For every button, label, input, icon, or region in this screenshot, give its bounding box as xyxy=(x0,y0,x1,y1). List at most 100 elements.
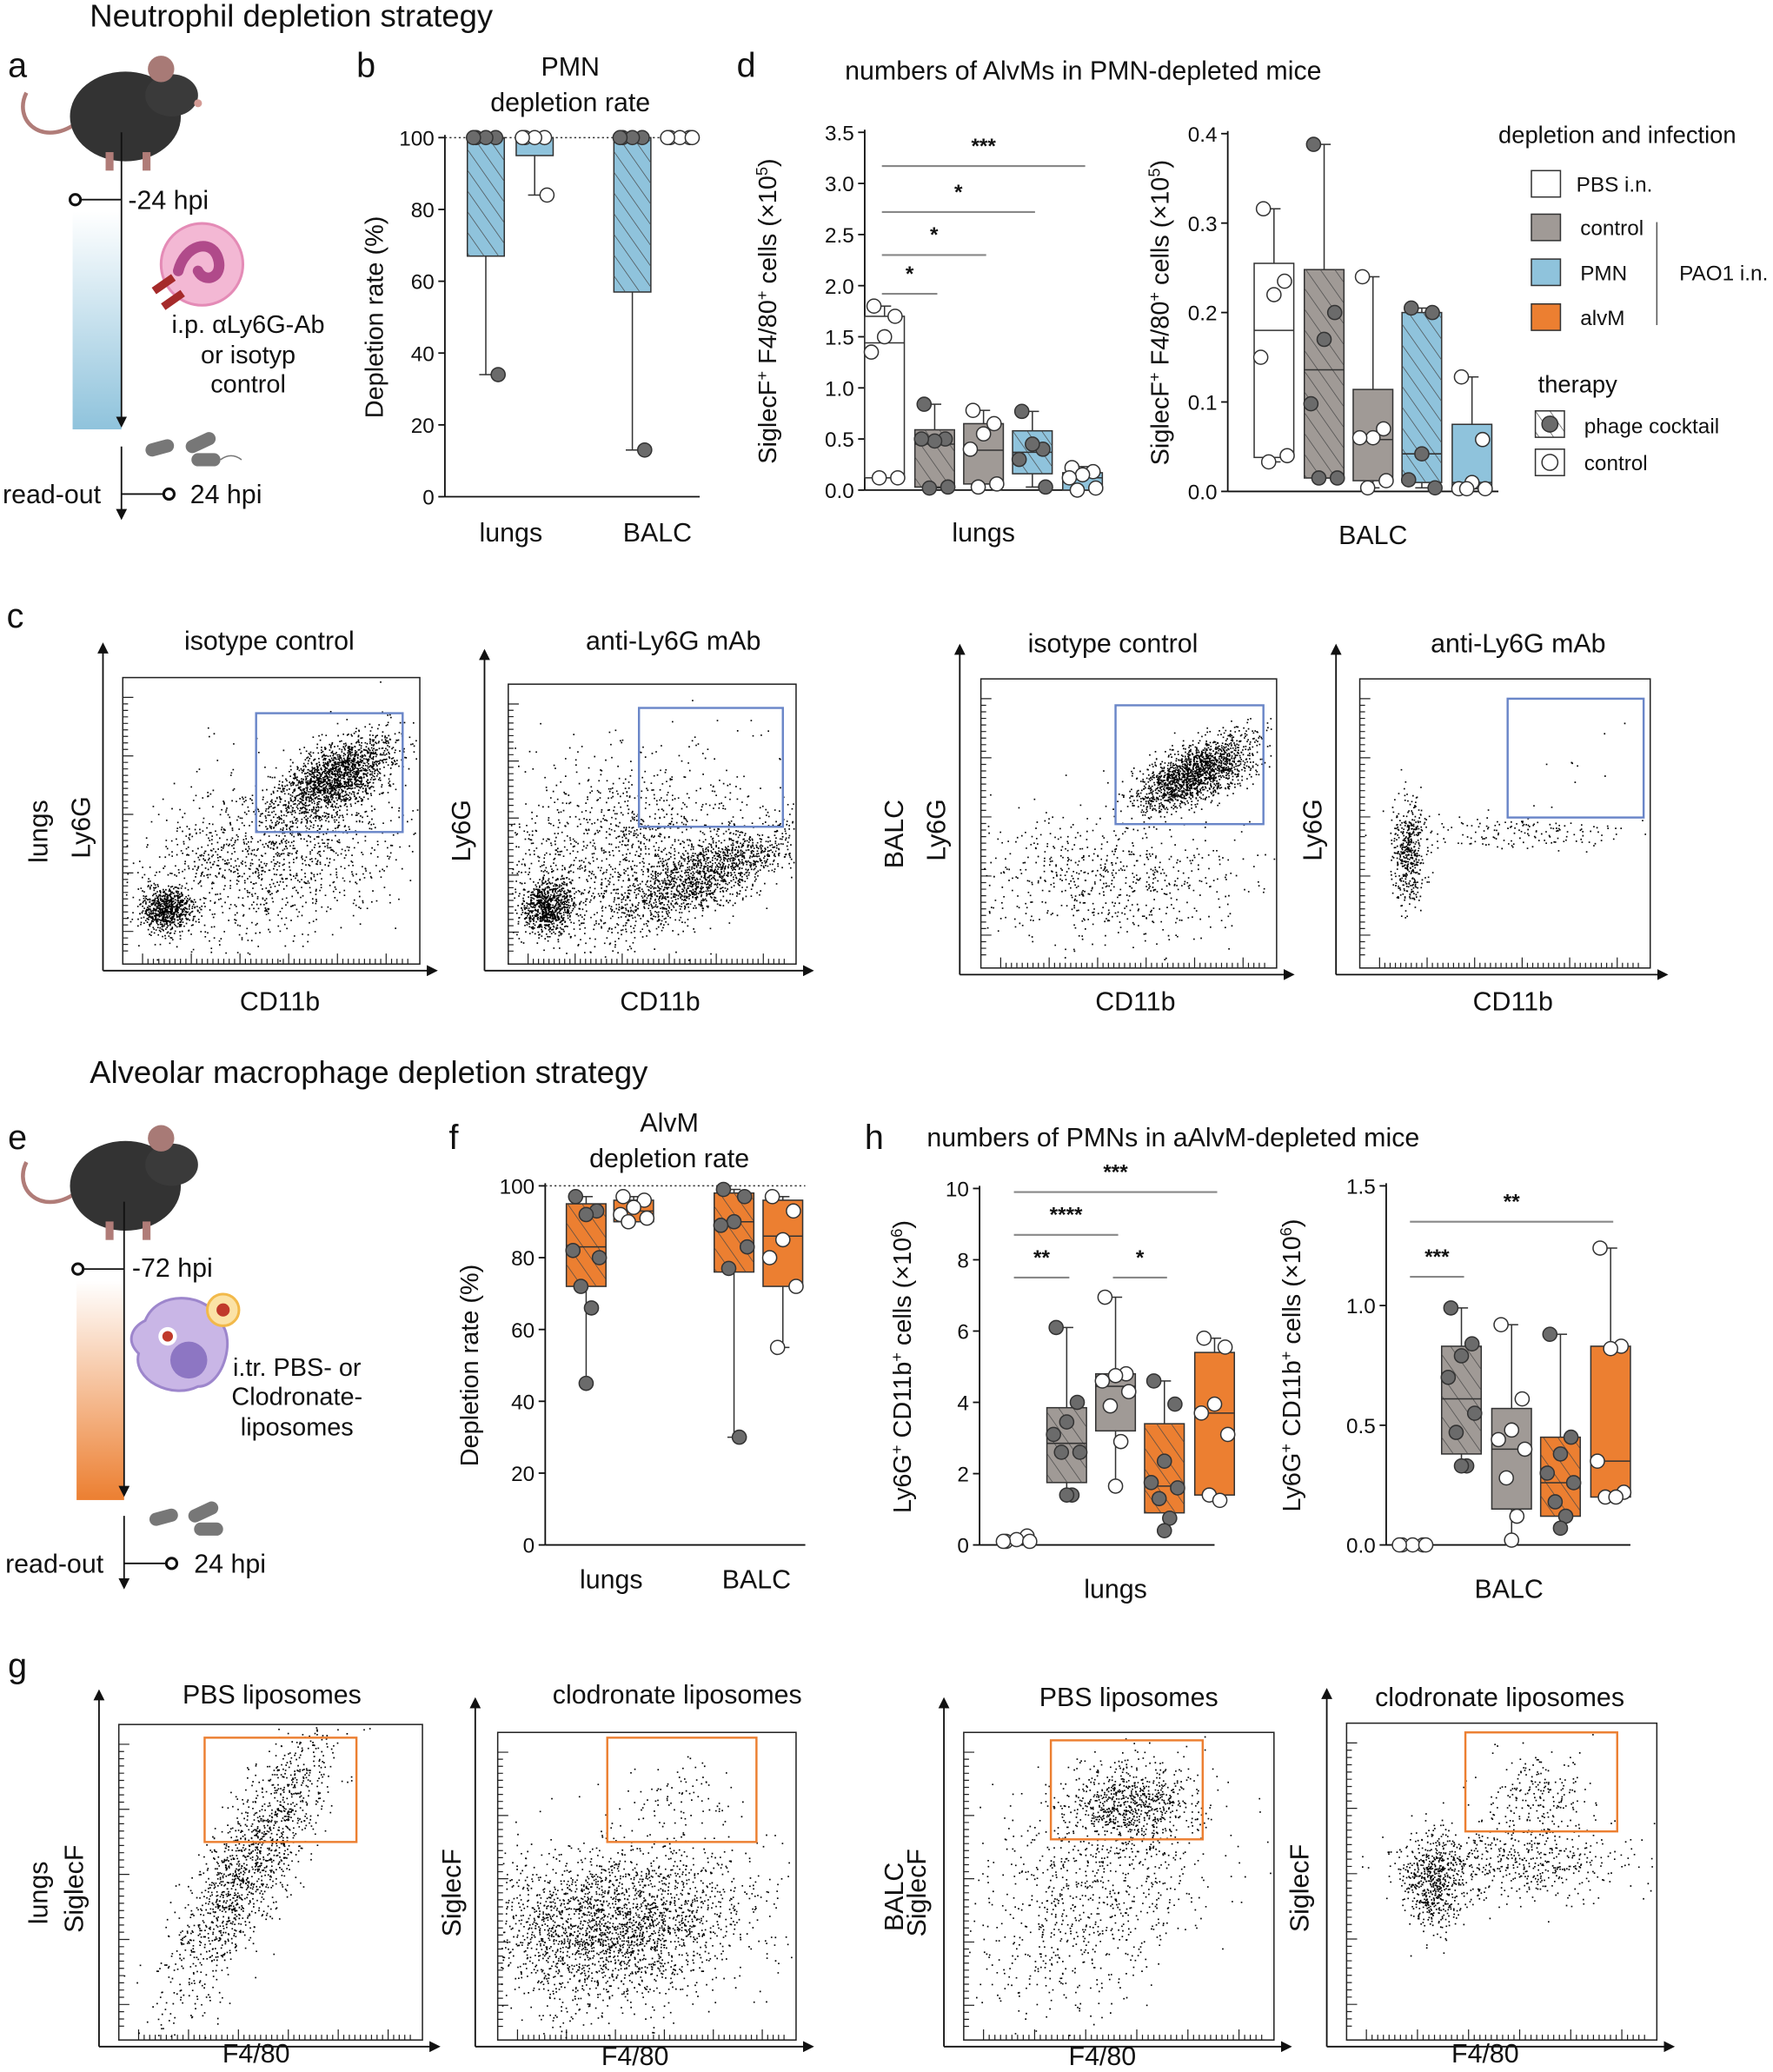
data-point xyxy=(1094,1373,1111,1389)
data-point xyxy=(731,1429,747,1445)
box-group xyxy=(613,1188,655,1230)
data-point xyxy=(1608,1489,1624,1505)
category-label: BALC xyxy=(1338,521,1407,550)
box-group xyxy=(1061,460,1104,498)
data-point xyxy=(578,1206,594,1223)
significance-label: **** xyxy=(1050,1204,1083,1227)
y-tick-label: 1.0 xyxy=(825,377,854,401)
data-point xyxy=(1440,1369,1457,1385)
data-point xyxy=(1025,436,1040,452)
y-tick-label: 8 xyxy=(957,1250,969,1273)
data-point xyxy=(715,1181,732,1198)
treatment-line-3: control xyxy=(210,370,286,398)
data-point xyxy=(1303,395,1319,412)
box-group xyxy=(515,130,555,203)
data-point xyxy=(568,1188,584,1205)
data-point xyxy=(1491,1431,1506,1448)
chart-d_lungs: 0.0 0.5 1.0 1.5 2.0 2.5 3.0 3.5 SiglecF+ F4/80+ … xyxy=(754,122,1104,548)
data-point xyxy=(1219,1426,1236,1443)
flow-plot: isotype control lungs Ly6G CD11b xyxy=(25,628,438,1016)
data-point xyxy=(1048,1319,1065,1336)
data-point xyxy=(1329,470,1345,486)
data-point xyxy=(621,1213,636,1230)
box-group xyxy=(565,1188,608,1391)
data-point xyxy=(1448,1424,1464,1440)
axis-minor-ticks xyxy=(1346,1742,1645,2041)
data-point xyxy=(1255,201,1272,217)
data-point xyxy=(639,1210,655,1226)
flow-plot-title: PBS liposomes xyxy=(183,1681,362,1710)
y-axis-label-part: cells (×10 xyxy=(1278,1236,1306,1351)
y-axis-label-part: SiglecF xyxy=(1146,382,1174,465)
y-tick-label: 60 xyxy=(511,1319,535,1343)
y-axis-label-part: Depletion rate (%) xyxy=(362,216,389,419)
data-point xyxy=(612,130,628,146)
axis-minor-ticks xyxy=(508,703,785,965)
data-point xyxy=(1069,482,1086,498)
legend-swatch-control xyxy=(1531,213,1562,242)
data-point xyxy=(1547,1494,1564,1510)
data-point xyxy=(1590,1453,1605,1469)
data-point xyxy=(1206,1396,1223,1412)
data-point xyxy=(1046,1426,1061,1443)
y-tick-label: 0 xyxy=(422,487,435,510)
box-group xyxy=(1303,136,1345,486)
legend: depletion and infection PBS i.n. control… xyxy=(1498,121,1768,476)
data-point xyxy=(1053,1444,1070,1460)
y-tick-label: 10 xyxy=(946,1179,969,1202)
data-point xyxy=(1196,1330,1212,1346)
x-axis-label: F4/80 xyxy=(1069,2042,1137,2071)
data-point xyxy=(1539,1465,1556,1481)
data-point xyxy=(565,1242,581,1258)
data-point xyxy=(1365,429,1381,446)
panel-label-h: h xyxy=(865,1119,884,1157)
y-axis-label: SiglecF xyxy=(438,1849,467,1936)
gate-rectangle xyxy=(606,1737,758,1843)
flow-plot-title: clodronate liposomes xyxy=(1375,1684,1624,1712)
flow-plot: clodronate liposomes SiglecF F4/80 xyxy=(1285,1684,1676,2069)
data-point xyxy=(1514,1391,1531,1407)
legend-swatch-pmn xyxy=(1531,258,1562,287)
data-point xyxy=(720,1260,737,1277)
y-axis-label-superscript: + xyxy=(1145,292,1163,302)
data-point xyxy=(764,1188,780,1205)
data-point xyxy=(539,187,555,203)
data-point xyxy=(1252,349,1269,365)
box-group xyxy=(913,396,956,496)
data-point xyxy=(1167,1396,1183,1412)
y-axis-label-part: ) xyxy=(889,1220,917,1229)
flow-plot-title: anti-Ly6G mAb xyxy=(586,628,760,656)
significance-label: * xyxy=(1136,1246,1145,1270)
panel-label-c: c xyxy=(7,597,24,635)
data-point xyxy=(1453,1458,1470,1474)
data-point xyxy=(1143,1474,1159,1491)
data-point xyxy=(1170,1480,1185,1496)
y-tick-label: 0.4 xyxy=(1188,123,1218,147)
data-point xyxy=(736,1188,753,1205)
data-point xyxy=(866,298,882,315)
axis-minor-ticks xyxy=(123,696,408,965)
box xyxy=(1590,1345,1631,1498)
data-point xyxy=(573,1278,589,1294)
gate-rectangle xyxy=(203,1737,358,1843)
significance-label: *** xyxy=(1103,1160,1128,1184)
y-tick-label: 0 xyxy=(957,1535,969,1558)
panel-label-a: a xyxy=(8,46,27,84)
time-gradient-bar xyxy=(72,211,122,430)
y-axis-label-part: cells (×10 xyxy=(1146,177,1174,292)
plot-frame xyxy=(963,1731,1275,2041)
y-axis-label: Ly6G xyxy=(67,796,96,858)
data-point xyxy=(490,367,506,382)
y-tick-label: 3.5 xyxy=(825,122,854,145)
data-point xyxy=(1424,304,1440,321)
axis-minor-ticks xyxy=(963,1751,1263,2041)
treatment-line-2: or isotyp xyxy=(201,342,296,369)
axis-minor-ticks xyxy=(118,1743,411,2041)
category-label: BALC xyxy=(623,519,692,548)
y-axis-label-part: Depletion rate (%) xyxy=(456,1265,484,1467)
data-point xyxy=(1563,1429,1579,1445)
time-gradient-bar xyxy=(76,1280,124,1500)
flow-plot: PBS liposomes lungs SiglecF F4/80 xyxy=(25,1681,441,2069)
flow-plot: anti-Ly6G mAb Ly6G CD11b xyxy=(1299,630,1669,1016)
y-tick-label: 0.5 xyxy=(825,428,854,452)
